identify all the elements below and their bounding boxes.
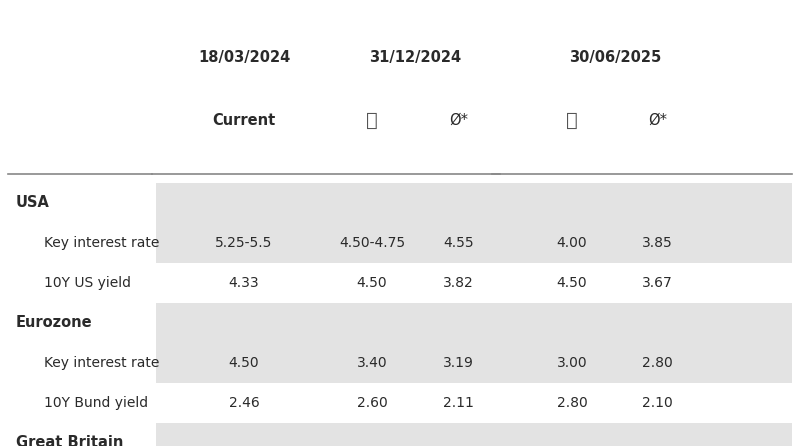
Bar (8, 343, 792, 383)
Bar (300, 223, 496, 263)
Bar (496, 303, 792, 343)
Bar (156, 223, 300, 263)
Bar (8, 223, 792, 263)
Text: 2.46: 2.46 (229, 396, 259, 410)
Text: 2.60: 2.60 (357, 396, 387, 410)
Bar (496, 423, 792, 446)
Text: 4.50: 4.50 (229, 356, 259, 370)
Text: 4.33: 4.33 (229, 276, 259, 290)
Text: 🛡: 🛡 (366, 111, 378, 130)
Bar (496, 183, 792, 223)
Bar (156, 343, 300, 383)
Text: 3.82: 3.82 (443, 276, 474, 290)
Text: 4.50: 4.50 (357, 276, 387, 290)
Text: 18/03/2024: 18/03/2024 (198, 50, 290, 66)
Bar (8, 343, 792, 383)
Text: Current: Current (212, 113, 276, 128)
Text: 🛡: 🛡 (566, 111, 578, 130)
Text: 30/06/2025: 30/06/2025 (569, 50, 661, 66)
Text: 10Y Bund yield: 10Y Bund yield (44, 396, 148, 410)
Text: 31/12/2024: 31/12/2024 (369, 50, 462, 66)
Text: Great Britain: Great Britain (16, 435, 123, 446)
Bar (8, 423, 152, 446)
Bar (496, 343, 792, 383)
Bar (496, 223, 792, 263)
Bar (8, 263, 792, 303)
Text: 4.50-4.75: 4.50-4.75 (339, 236, 405, 250)
Text: USA: USA (16, 195, 50, 211)
Text: 3.00: 3.00 (557, 356, 587, 370)
Bar (300, 343, 496, 383)
Bar (156, 183, 496, 223)
Text: Key interest rate: Key interest rate (44, 356, 159, 370)
Text: Ø*: Ø* (449, 113, 468, 128)
Text: 4.50: 4.50 (557, 276, 587, 290)
Text: 2.11: 2.11 (443, 396, 474, 410)
Bar (8, 183, 152, 223)
Bar (8, 223, 792, 263)
Bar (156, 303, 496, 343)
Text: 2.80: 2.80 (642, 356, 673, 370)
Text: 2.10: 2.10 (642, 396, 673, 410)
Text: 10Y US yield: 10Y US yield (44, 276, 131, 290)
Text: Key interest rate: Key interest rate (44, 236, 159, 250)
Bar (156, 423, 496, 446)
Text: 2.80: 2.80 (557, 396, 587, 410)
Bar (8, 383, 792, 423)
Text: 5.25-5.5: 5.25-5.5 (215, 236, 273, 250)
Text: 4.00: 4.00 (557, 236, 587, 250)
Text: 3.67: 3.67 (642, 276, 673, 290)
Text: Eurozone: Eurozone (16, 315, 93, 330)
Text: 4.55: 4.55 (443, 236, 474, 250)
Text: Ø*: Ø* (648, 113, 667, 128)
Bar (8, 303, 152, 343)
Text: 3.85: 3.85 (642, 236, 673, 250)
Text: 3.19: 3.19 (443, 356, 474, 370)
Text: 3.40: 3.40 (357, 356, 387, 370)
